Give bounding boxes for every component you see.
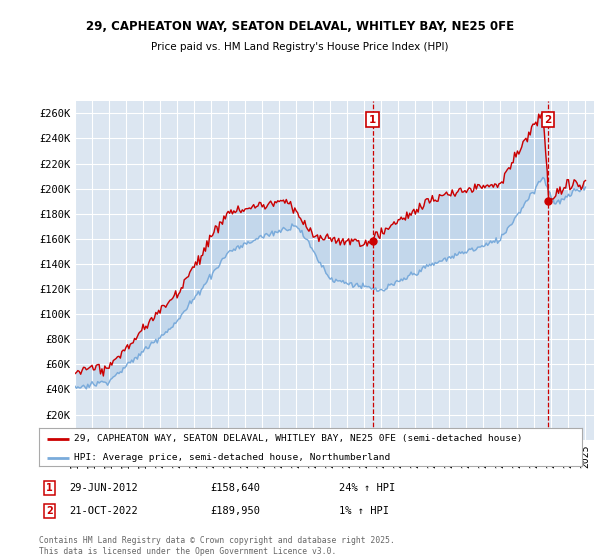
Text: Price paid vs. HM Land Registry's House Price Index (HPI): Price paid vs. HM Land Registry's House … (151, 42, 449, 52)
Text: 21-OCT-2022: 21-OCT-2022 (69, 506, 138, 516)
Text: 1: 1 (369, 115, 376, 125)
Text: £189,950: £189,950 (210, 506, 260, 516)
Text: 2: 2 (544, 115, 551, 125)
Text: £158,640: £158,640 (210, 483, 260, 493)
Text: 29, CAPHEATON WAY, SEATON DELAVAL, WHITLEY BAY, NE25 0FE: 29, CAPHEATON WAY, SEATON DELAVAL, WHITL… (86, 20, 514, 32)
Text: 1: 1 (46, 483, 53, 493)
Text: 1% ↑ HPI: 1% ↑ HPI (339, 506, 389, 516)
Text: 29, CAPHEATON WAY, SEATON DELAVAL, WHITLEY BAY, NE25 0FE (semi-detached house): 29, CAPHEATON WAY, SEATON DELAVAL, WHITL… (74, 434, 523, 443)
Text: 24% ↑ HPI: 24% ↑ HPI (339, 483, 395, 493)
Text: 29-JUN-2012: 29-JUN-2012 (69, 483, 138, 493)
Text: Contains HM Land Registry data © Crown copyright and database right 2025.
This d: Contains HM Land Registry data © Crown c… (39, 536, 395, 556)
Text: HPI: Average price, semi-detached house, Northumberland: HPI: Average price, semi-detached house,… (74, 453, 391, 462)
Text: 2: 2 (46, 506, 53, 516)
